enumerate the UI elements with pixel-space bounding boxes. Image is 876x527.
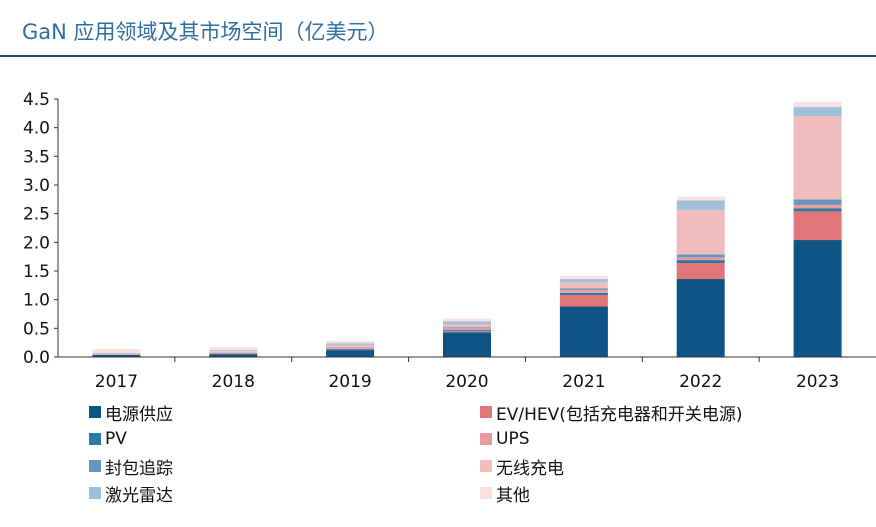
bar-segment-2019-s7: [326, 340, 375, 344]
bar-segment-2017-s5: [92, 353, 141, 355]
bar-segment-2020-s3: [443, 328, 491, 330]
bar-segment-2023-s2: [793, 208, 842, 212]
title-divider: [0, 55, 876, 57]
y-tick-label: 0.5: [23, 319, 50, 339]
y-tick-label: 2.5: [23, 205, 50, 225]
bar-segment-2020-s6: [443, 321, 491, 325]
bar-segment-2020-s0: [443, 332, 491, 357]
bar-segment-2021-s7: [559, 276, 608, 280]
bar-segment-2022-s3: [676, 257, 725, 261]
x-tick-label: 2021: [562, 372, 605, 392]
bar-segment-2021-s5: [559, 282, 608, 289]
x-tick-label: 2023: [796, 372, 839, 392]
bar-segment-2022-s4: [676, 254, 725, 258]
bar-segment-2019-s0: [326, 350, 375, 357]
y-tick-label: 1.0: [23, 291, 50, 311]
bar-segment-2023-s4: [793, 199, 842, 205]
y-tick-label: 3.0: [23, 176, 50, 196]
bar-segment-2021-s1: [559, 295, 608, 307]
y-tick-label: 4.0: [23, 119, 50, 139]
bar-segment-2022-s0: [676, 279, 725, 357]
bar-segment-2021-s2: [559, 292, 608, 296]
bar-segment-2018-s7: [209, 347, 258, 351]
bar-segment-2022-s1: [676, 263, 725, 280]
bar-segment-2020-s4: [443, 327, 491, 329]
bar-segment-2017-s0: [92, 354, 141, 357]
bar-segment-2023-s1: [793, 211, 842, 241]
bar-segment-2018-s0: [209, 354, 258, 357]
bar-segment-2018-s5: [209, 351, 258, 353]
bar-segment-2023-s3: [793, 205, 842, 209]
x-tick-label: 2017: [95, 372, 138, 392]
y-tick-label: 3.5: [23, 147, 50, 167]
bar-segment-2021-s0: [559, 306, 608, 357]
y-tick-label: 4.5: [23, 90, 50, 110]
bar-segment-2023-s7: [793, 101, 842, 108]
bar-segment-2021-s6: [559, 279, 608, 283]
bar-segment-2018-s3: [209, 353, 258, 355]
bar-segment-2022-s5: [676, 210, 725, 255]
x-tick-label: 2018: [212, 372, 255, 392]
bar-segment-2020-s7: [443, 318, 491, 322]
bar-segment-2019-s4: [326, 347, 375, 348]
bar-segment-2023-s6: [793, 107, 842, 117]
x-tick-label: 2020: [445, 372, 488, 392]
chart-title: GaN 应用领域及其市场空间（亿美元）: [22, 20, 389, 44]
x-tick-label: 2022: [679, 372, 722, 392]
bar-segment-2017-s7: [92, 349, 141, 353]
y-tick-label: 0.0: [23, 348, 50, 368]
bar-segment-2023-s5: [793, 116, 842, 200]
bar-segment-2020-s2: [443, 330, 491, 332]
y-tick-label: 1.5: [23, 262, 50, 282]
bar-segment-2023-s0: [793, 240, 842, 357]
bar-segment-2021-s4: [559, 288, 608, 290]
bar-segment-2017-s6: [92, 353, 141, 354]
bar-segment-2019-s5: [326, 345, 375, 348]
bar-segment-2019-s3: [326, 347, 375, 349]
bar-segment-2020-s1: [443, 331, 491, 333]
x-tick-label: 2019: [328, 372, 371, 392]
bar-segment-2020-s5: [443, 324, 491, 328]
bar-segment-2022-s6: [676, 200, 725, 211]
bar-segment-2019-s2: [326, 349, 375, 350]
y-tick-label: 2.0: [23, 233, 50, 253]
bar-segment-2018-s4: [209, 353, 258, 354]
bar-segment-2021-s3: [559, 289, 608, 293]
bar-segment-2022-s7: [676, 196, 725, 201]
bar-segment-2019-s6: [326, 343, 375, 345]
bar-segment-2019-s1: [326, 349, 375, 351]
bar-segment-2018-s6: [209, 350, 258, 352]
bar-segment-2022-s2: [676, 260, 725, 263]
